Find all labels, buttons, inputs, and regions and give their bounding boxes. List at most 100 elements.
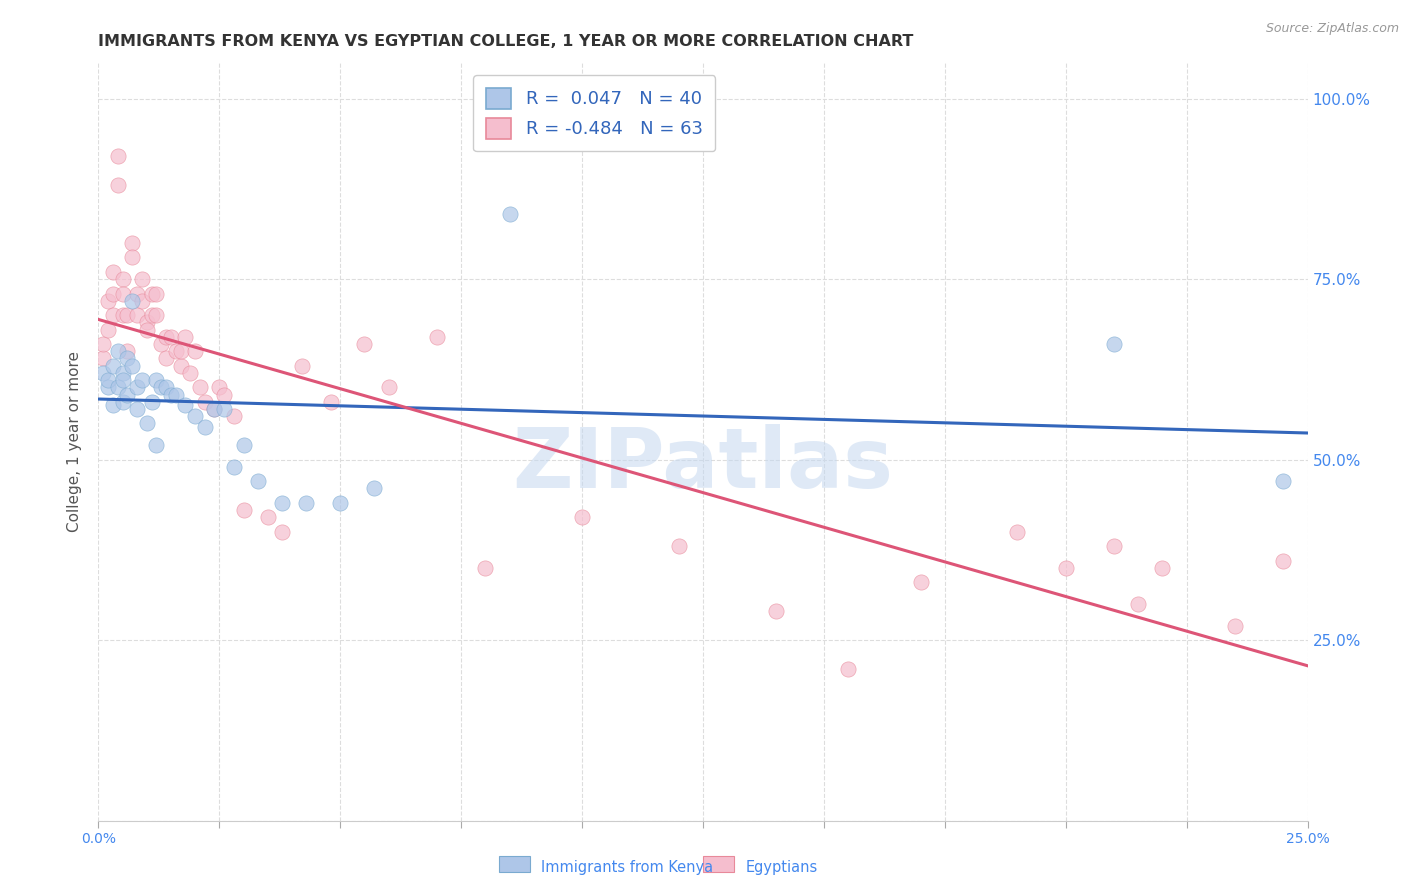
- Point: [91, 337, 114, 351]
- Point: [145, 373, 167, 387]
- Point: [232, 438, 254, 452]
- Point: [377, 380, 399, 394]
- Point: [169, 359, 191, 373]
- Point: [91, 351, 114, 366]
- Point: [1054, 561, 1077, 575]
- Point: [111, 272, 134, 286]
- Point: [101, 265, 124, 279]
- Point: [101, 359, 124, 373]
- Point: [121, 359, 143, 373]
- Point: [127, 380, 149, 394]
- Point: [353, 337, 375, 351]
- Point: [97, 293, 120, 308]
- Text: Immigrants from Kenya: Immigrants from Kenya: [541, 860, 713, 874]
- Point: [222, 409, 245, 424]
- Point: [910, 575, 932, 590]
- Point: [117, 387, 139, 401]
- Point: [155, 380, 177, 394]
- Y-axis label: College, 1 year or more: College, 1 year or more: [67, 351, 83, 532]
- Point: [131, 293, 153, 308]
- Point: [271, 524, 294, 539]
- Point: [188, 380, 211, 394]
- Point: [107, 380, 129, 394]
- Point: [135, 417, 157, 431]
- Point: [97, 373, 120, 387]
- Point: [1152, 561, 1174, 575]
- Point: [111, 373, 134, 387]
- Point: [121, 251, 143, 265]
- Point: [117, 344, 139, 359]
- Point: [426, 330, 449, 344]
- Point: [204, 402, 226, 417]
- Point: [169, 344, 191, 359]
- Point: [165, 344, 187, 359]
- Point: [145, 438, 167, 452]
- Point: [1128, 597, 1150, 611]
- Point: [91, 366, 114, 380]
- Point: [117, 351, 139, 366]
- Point: [141, 394, 163, 409]
- Point: [1102, 539, 1125, 553]
- Point: [1272, 554, 1295, 568]
- Point: [363, 482, 385, 496]
- Point: [1102, 337, 1125, 351]
- Point: [131, 373, 153, 387]
- Point: [131, 272, 153, 286]
- Point: [111, 394, 134, 409]
- Point: [141, 308, 163, 322]
- Point: [271, 496, 294, 510]
- Point: [174, 399, 197, 413]
- Point: [121, 235, 143, 250]
- Point: [155, 351, 177, 366]
- Point: [184, 344, 207, 359]
- Point: [668, 539, 690, 553]
- Point: [145, 308, 167, 322]
- Point: [1272, 475, 1295, 489]
- Text: Egyptians: Egyptians: [745, 860, 817, 874]
- Point: [319, 394, 342, 409]
- Point: [194, 420, 217, 434]
- Point: [247, 475, 270, 489]
- Point: [208, 380, 231, 394]
- Legend: R =  0.047   N = 40, R = -0.484   N = 63: R = 0.047 N = 40, R = -0.484 N = 63: [474, 75, 716, 152]
- Point: [150, 337, 173, 351]
- Point: [145, 286, 167, 301]
- Point: [111, 308, 134, 322]
- Point: [194, 394, 217, 409]
- Point: [141, 286, 163, 301]
- Text: Source: ZipAtlas.com: Source: ZipAtlas.com: [1265, 22, 1399, 36]
- Point: [184, 409, 207, 424]
- Point: [232, 503, 254, 517]
- Point: [212, 402, 235, 417]
- Point: [135, 323, 157, 337]
- Point: [127, 402, 149, 417]
- Point: [107, 178, 129, 193]
- Point: [295, 496, 318, 510]
- Point: [837, 662, 859, 676]
- Point: [150, 380, 173, 394]
- Point: [127, 286, 149, 301]
- Point: [204, 402, 226, 417]
- Point: [290, 359, 312, 373]
- Point: [1223, 618, 1246, 632]
- Point: [107, 344, 129, 359]
- Point: [111, 366, 134, 380]
- Point: [155, 330, 177, 344]
- Point: [474, 561, 496, 575]
- Point: [765, 604, 787, 618]
- Point: [107, 149, 129, 163]
- Point: [256, 510, 278, 524]
- Point: [160, 330, 183, 344]
- Point: [498, 207, 520, 221]
- Text: IMMIGRANTS FROM KENYA VS EGYPTIAN COLLEGE, 1 YEAR OR MORE CORRELATION CHART: IMMIGRANTS FROM KENYA VS EGYPTIAN COLLEG…: [98, 34, 914, 49]
- Point: [212, 387, 235, 401]
- Point: [101, 399, 124, 413]
- Point: [101, 308, 124, 322]
- Point: [571, 510, 593, 524]
- Point: [127, 308, 149, 322]
- Point: [135, 315, 157, 329]
- Point: [222, 459, 245, 474]
- Point: [111, 286, 134, 301]
- Point: [160, 387, 183, 401]
- Point: [121, 293, 143, 308]
